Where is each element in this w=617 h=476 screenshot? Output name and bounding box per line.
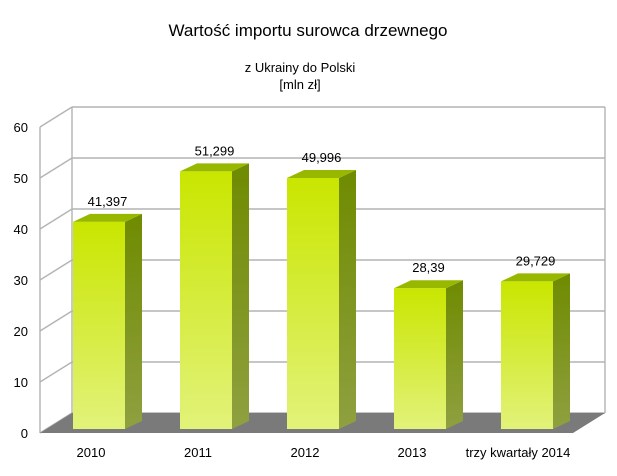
bar (180, 163, 249, 429)
y-tick-label: 40 (14, 222, 28, 237)
bar (394, 280, 463, 429)
x-tick-label: 2010 (77, 445, 106, 460)
y-tick-label: 60 (14, 120, 28, 135)
y-tick-label: 20 (14, 324, 28, 339)
x-tick-label: 2011 (184, 445, 212, 460)
x-axis-tick-labels: 2010 2011 2012 2013 trzy kwartały 2014 (77, 445, 571, 460)
bar-value-label: 28,39 (412, 260, 445, 275)
chart-subtitle-line-1: z Ukrainy do Polski (245, 60, 356, 75)
chart-subtitle-line-2: [mln zł] (279, 77, 320, 92)
y-tick-label: 50 (14, 171, 28, 186)
bar-value-label: 51,299 (195, 143, 235, 158)
x-tick-label: 2013 (398, 445, 427, 460)
bar-value-labels: 41,397 51,299 49,996 28,39 29,729 (88, 143, 556, 275)
bar-value-label: 41,397 (88, 194, 128, 209)
x-tick-label: trzy kwartały 2014 (466, 445, 571, 460)
bar (287, 170, 356, 430)
chart-title: Wartość importu surowca drzewnego (168, 21, 447, 40)
y-tick-label: 10 (14, 375, 28, 390)
gridline (39, 157, 605, 179)
bar-value-label: 29,729 (516, 253, 556, 268)
y-tick-label: 30 (14, 273, 28, 288)
bar (73, 213, 142, 429)
x-tick-label: 2012 (291, 445, 320, 460)
gridline (39, 106, 605, 128)
bar-value-label: 49,996 (302, 150, 342, 165)
y-tick-label: 0 (21, 426, 28, 441)
y-axis-tick-labels: 0 10 20 30 40 50 60 (14, 120, 28, 441)
bar (501, 273, 570, 429)
bars (73, 163, 570, 430)
